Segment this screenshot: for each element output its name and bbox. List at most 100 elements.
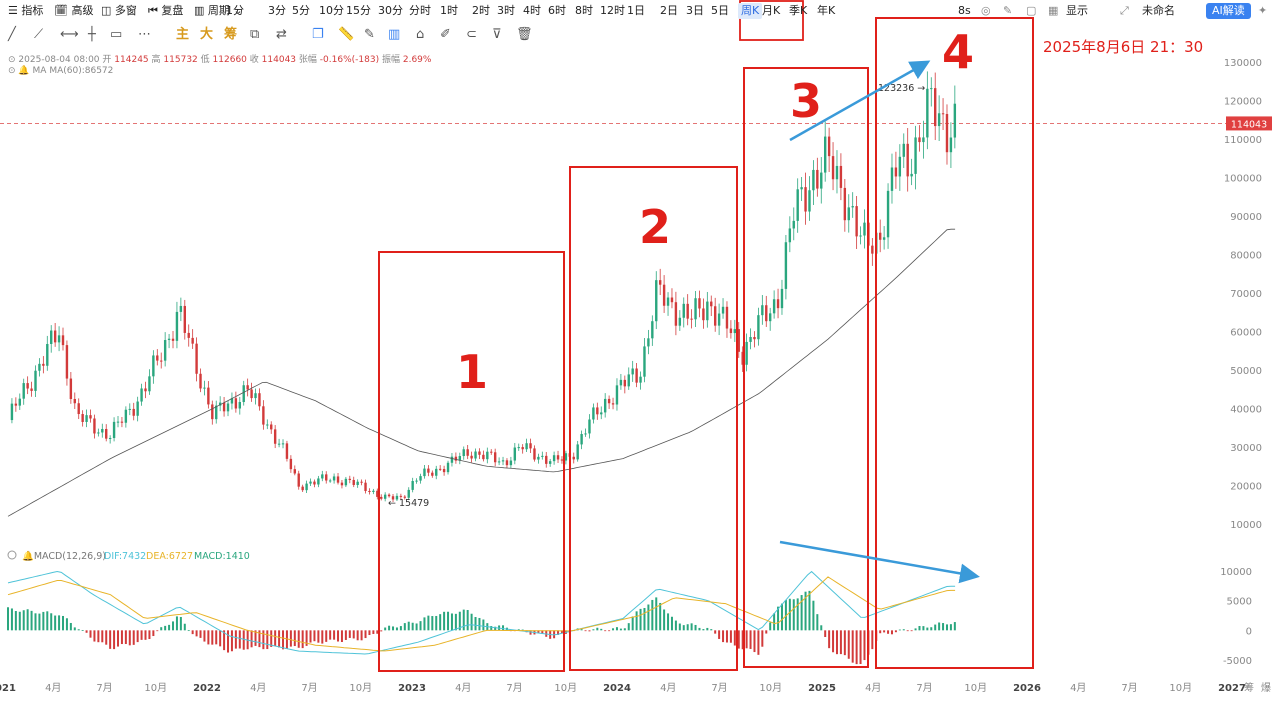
macd-bar bbox=[384, 627, 387, 631]
macd-bar bbox=[674, 620, 677, 631]
lock-icon[interactable]: ⌂ bbox=[416, 27, 425, 42]
period-item-22[interactable]: 5日 bbox=[711, 4, 729, 17]
macd-bar bbox=[537, 630, 540, 634]
expand-icon[interactable]: ⤢ bbox=[1120, 4, 1129, 17]
period-item-12[interactable]: 1时 bbox=[440, 4, 458, 17]
candle-body bbox=[195, 343, 198, 374]
period-item-4[interactable]: ▥ 周期 ⌄ bbox=[194, 4, 243, 17]
macd-bar bbox=[855, 630, 858, 665]
macd-bar bbox=[230, 630, 233, 652]
candle-body bbox=[85, 415, 88, 422]
macd-bar bbox=[887, 630, 890, 634]
candle-body bbox=[863, 222, 866, 236]
candle-body bbox=[474, 451, 477, 459]
period-item-19[interactable]: 1日 bbox=[627, 4, 645, 17]
main-indicator-button[interactable]: 主 bbox=[176, 27, 190, 42]
price-axis: 1000020000300004000050000600007000080000… bbox=[1220, 58, 1262, 667]
more-tools-icon[interactable]: ⋯ bbox=[138, 27, 151, 42]
macd-bar bbox=[313, 630, 316, 642]
period-item-15[interactable]: 4时 bbox=[523, 4, 541, 17]
ruler-icon[interactable]: 📏 bbox=[338, 27, 355, 42]
pen-icon[interactable]: ✎ bbox=[364, 27, 375, 42]
period-item-13[interactable]: 2时 bbox=[472, 4, 490, 17]
toolbar-right-1[interactable]: 显示 bbox=[1066, 4, 1088, 17]
candle-body bbox=[823, 136, 827, 173]
period-item-26[interactable]: 年K bbox=[817, 4, 836, 17]
period-item-7[interactable]: 5分 bbox=[292, 4, 310, 17]
bell-icon[interactable]: 🔔 bbox=[18, 66, 30, 76]
macd-bar bbox=[309, 630, 312, 643]
macd-bar bbox=[46, 611, 49, 631]
time-tick-label: 7月 bbox=[96, 682, 112, 694]
delete-icon[interactable]: 🗑 bbox=[516, 27, 533, 42]
candle-body bbox=[749, 337, 752, 342]
ohlc-info-bar: ⊙ 2025-08-04 08:00 开 114245 高 115732 低 1… bbox=[8, 52, 431, 65]
candle-body bbox=[336, 476, 340, 483]
collapse-icon[interactable]: ⊙ bbox=[8, 66, 16, 76]
toolbar-right-3[interactable]: AI解读 bbox=[1206, 3, 1251, 19]
candle-body bbox=[332, 476, 336, 481]
candle-body bbox=[694, 298, 697, 320]
time-tick-label: 2026 bbox=[1013, 683, 1041, 694]
macd-tick-label: -5000 bbox=[1223, 656, 1252, 667]
period-item-16[interactable]: 6时 bbox=[548, 4, 566, 17]
period-item-8[interactable]: 10分 bbox=[319, 4, 344, 17]
line-tool-icon[interactable]: ╱ bbox=[8, 27, 16, 42]
edit-icon[interactable]: ✎ bbox=[1003, 4, 1013, 17]
period-item-21[interactable]: 3日 bbox=[686, 4, 704, 17]
candle-body bbox=[258, 393, 261, 407]
candle-body bbox=[603, 398, 607, 413]
period-item-11[interactable]: 分时 bbox=[409, 4, 431, 17]
period-item-18[interactable]: 12时 bbox=[600, 4, 625, 17]
period-item-10[interactable]: 30分 bbox=[378, 4, 403, 17]
collapse-icon[interactable]: ⊙ bbox=[8, 55, 16, 65]
toolbar-right-0[interactable]: 8s bbox=[958, 4, 971, 17]
period-item-20[interactable]: 2日 bbox=[660, 4, 678, 17]
macd-bar bbox=[270, 630, 273, 647]
hline-tool-icon[interactable]: ⟷ bbox=[60, 27, 79, 42]
candle-body bbox=[69, 378, 73, 399]
price-tick-label: 130000 bbox=[1224, 58, 1262, 69]
period-item-24[interactable]: 月K bbox=[762, 4, 781, 17]
more-icon[interactable]: ✦ bbox=[1258, 4, 1268, 17]
period-item-2[interactable]: ◫ 多窗 bbox=[101, 4, 137, 17]
vline-tool-icon[interactable]: ┼ bbox=[88, 27, 96, 42]
period-item-9[interactable]: 15分 bbox=[346, 4, 371, 17]
period-item-17[interactable]: 8时 bbox=[575, 4, 593, 17]
rect-tool-icon[interactable]: ▭ bbox=[110, 27, 123, 42]
period-item-6[interactable]: 3分 bbox=[268, 4, 286, 17]
period-item-5[interactable]: 1分 bbox=[226, 4, 244, 17]
period-item-3[interactable]: ⏮ 复盘 bbox=[148, 4, 184, 17]
candles bbox=[10, 71, 957, 502]
period-item-1[interactable]: 🗓 高级 bbox=[54, 4, 94, 17]
camera-icon[interactable]: ◎ bbox=[981, 4, 991, 17]
chips-button[interactable]: 筹 bbox=[224, 27, 238, 42]
candle-style-icon[interactable]: ▥ bbox=[388, 27, 401, 42]
macd-dif: DIF:7432 bbox=[104, 551, 146, 562]
candle-body bbox=[254, 393, 257, 399]
candle-body bbox=[427, 468, 430, 473]
grid-icon[interactable]: ▦ bbox=[1048, 4, 1059, 17]
ray-tool-icon[interactable]: ⟋ bbox=[34, 27, 44, 42]
time-tick-label: 10月 bbox=[144, 682, 167, 694]
period-item-23[interactable]: 周K bbox=[738, 3, 763, 19]
candle-body bbox=[93, 418, 96, 434]
large-order-button[interactable]: 大 bbox=[200, 27, 214, 42]
filter-icon[interactable]: ⊽ bbox=[492, 27, 502, 42]
macd-bar bbox=[490, 626, 493, 631]
adjust-icon[interactable]: ⇄ bbox=[276, 27, 287, 42]
period-item-25[interactable]: 季K bbox=[789, 4, 808, 17]
candle-body bbox=[348, 478, 352, 480]
note-icon[interactable]: ✐ bbox=[440, 27, 451, 42]
compare-icon[interactable]: ⧉ bbox=[250, 27, 260, 42]
open-label: 开 bbox=[102, 55, 112, 65]
magnet-icon[interactable]: ⊂ bbox=[466, 27, 477, 42]
window-icon[interactable]: ▢ bbox=[1026, 4, 1037, 17]
macd-bar bbox=[58, 615, 61, 631]
candle-body bbox=[411, 481, 414, 490]
period-item-0[interactable]: ☰ 指标 bbox=[8, 4, 44, 17]
copy-icon[interactable]: ❐ bbox=[312, 27, 324, 42]
toolbar-right-2[interactable]: 未命名 bbox=[1142, 4, 1175, 17]
period-item-14[interactable]: 3时 bbox=[497, 4, 515, 17]
